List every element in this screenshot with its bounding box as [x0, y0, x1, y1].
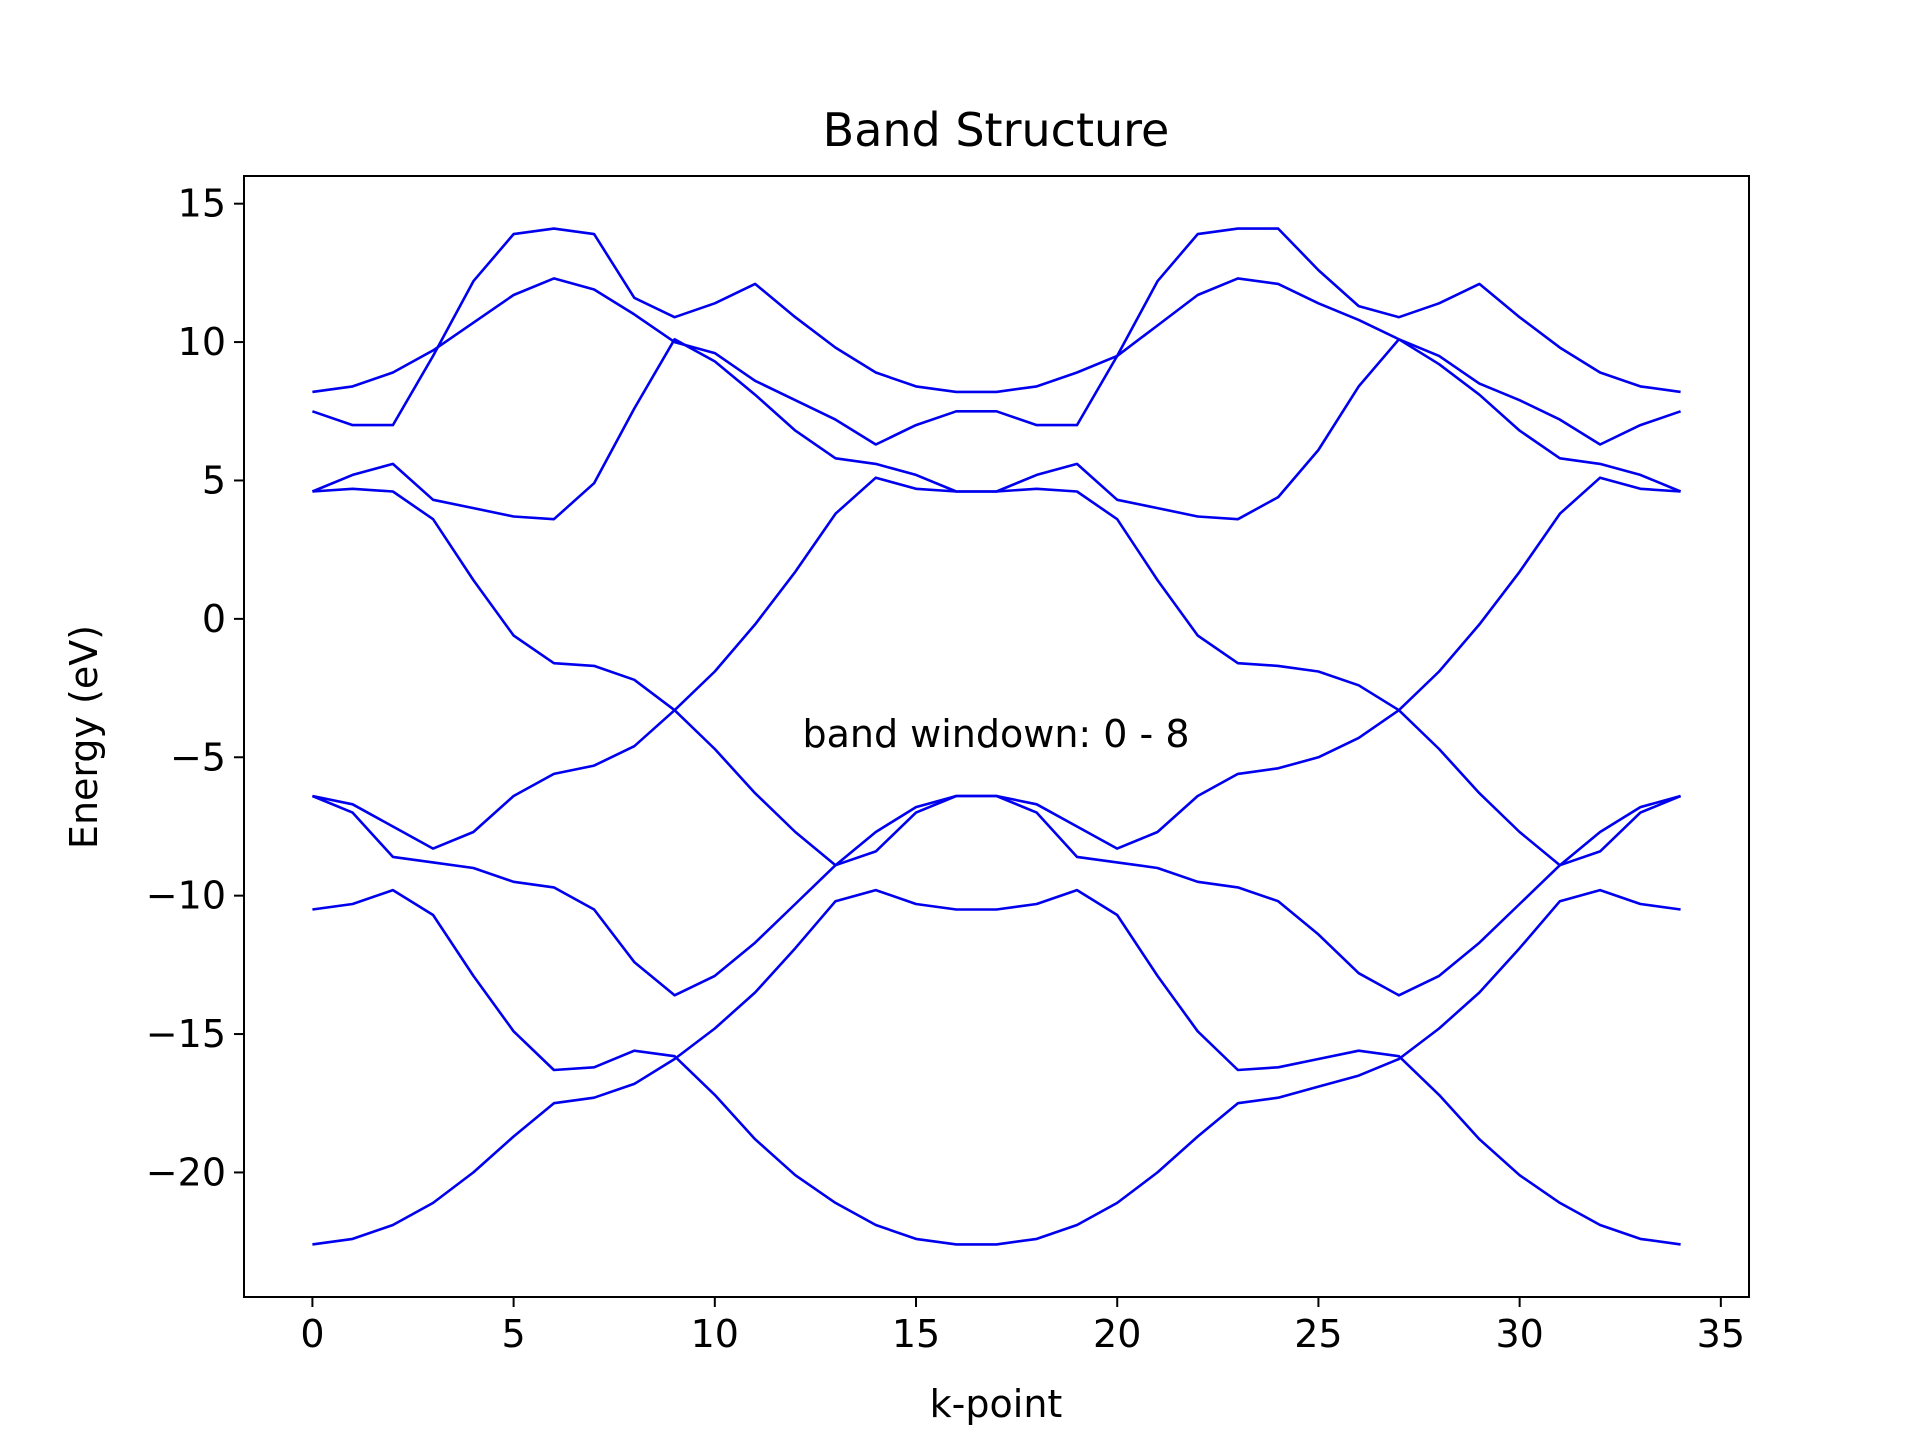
chart-title: Band Structure: [823, 103, 1170, 157]
chart-annotation: band windown: 0 - 8: [802, 712, 1189, 756]
band-line-8: [312, 227, 1681, 446]
y-tick-label: 5: [202, 458, 226, 502]
y-tick-label: −20: [146, 1150, 226, 1194]
x-tick-label: 30: [1495, 1312, 1543, 1356]
x-tick-label: 20: [1093, 1312, 1141, 1356]
x-tick-label: 25: [1294, 1312, 1342, 1356]
band-line-1: [312, 888, 1681, 1246]
x-tick-label: 10: [691, 1312, 739, 1356]
band-lines: [311, 227, 1682, 1246]
plot-frame: [243, 175, 1750, 1298]
band-line-6: [311, 337, 1682, 521]
x-axis-label: k-point: [930, 1382, 1063, 1426]
x-tick-label: 0: [300, 1312, 324, 1356]
band-line-5: [312, 487, 1681, 997]
y-axis-label: Energy (eV): [62, 625, 106, 849]
y-tick-label: −15: [146, 1012, 226, 1056]
y-tick-label: 0: [202, 597, 226, 641]
band-line-7: [311, 227, 1682, 446]
y-tick-label: −5: [170, 735, 226, 779]
y-tick-label: 15: [178, 182, 226, 226]
x-tick-label: 15: [892, 1312, 940, 1356]
y-tick-label: −10: [146, 874, 226, 918]
x-tick-label: 5: [502, 1312, 526, 1356]
x-axis-ticks: 0 5 10 15 20 25 30 35: [300, 1297, 1745, 1356]
y-tick-label: 10: [178, 320, 226, 364]
band-line-2: [312, 888, 1681, 1246]
y-axis-ticks: 15 10 5 0 −5 −10 −15 −20: [146, 182, 244, 1194]
x-tick-label: 35: [1697, 1312, 1745, 1356]
